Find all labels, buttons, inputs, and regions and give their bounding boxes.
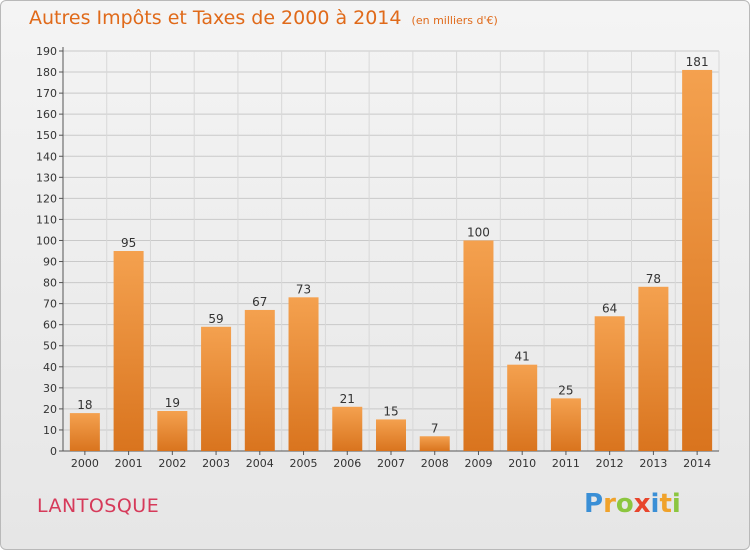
- y-tick-label: 160: [36, 108, 57, 121]
- data-label-2000: 18: [77, 398, 92, 412]
- data-label-2005: 73: [296, 282, 311, 296]
- bar-2005[interactable]: [288, 297, 319, 451]
- y-tick-label: 70: [43, 298, 57, 311]
- logo-letter: o: [615, 489, 634, 519]
- y-tick-label: 10: [43, 424, 57, 437]
- y-tick-label: 180: [36, 66, 57, 79]
- y-tick-label: 130: [36, 171, 57, 184]
- bars: [69, 69, 713, 452]
- data-label-2012: 64: [602, 301, 617, 315]
- y-tick-label: 50: [43, 340, 57, 353]
- data-label-2001: 95: [121, 236, 136, 250]
- logo-letter: r: [603, 489, 616, 519]
- y-tick-label: 40: [43, 361, 57, 374]
- x-tick-label: 2011: [552, 457, 580, 470]
- bar-2013[interactable]: [638, 286, 669, 451]
- y-tick-label: 90: [43, 256, 57, 269]
- bar-2010[interactable]: [507, 364, 538, 451]
- x-tick-label: 2010: [508, 457, 536, 470]
- data-label-2009: 100: [467, 225, 490, 239]
- data-label-2003: 59: [208, 312, 223, 326]
- data-labels: 18 95 19 59 67 73 21 15 7 100 41 25 64 78 181: [77, 55, 708, 435]
- bar-2000[interactable]: [69, 413, 100, 451]
- y-tick-label: 110: [36, 213, 57, 226]
- x-tick-label: 2012: [596, 457, 624, 470]
- x-tick-label: 2000: [71, 457, 99, 470]
- y-tick-label: 80: [43, 277, 57, 290]
- logo-letter: i: [671, 489, 681, 519]
- data-label-2011: 25: [558, 383, 573, 397]
- data-label-2004: 67: [252, 295, 267, 309]
- bar-2007[interactable]: [376, 419, 406, 451]
- chart-title: Autres Impôts et Taxes de 2000 à 2014 (e…: [29, 7, 498, 29]
- axes: 0 10 20 30 40 50 60 70 80 90 100 110 120 130 140 150 160…: [36, 45, 719, 470]
- bar-2012[interactable]: [594, 316, 625, 451]
- y-tick-label: 100: [36, 234, 57, 247]
- x-tick-label: 2013: [639, 457, 667, 470]
- x-tick-label: 2005: [290, 457, 318, 470]
- bar-2014[interactable]: [682, 69, 713, 452]
- y-tick-label: 190: [36, 45, 57, 58]
- data-label-2010: 41: [515, 350, 530, 364]
- x-tick-label: 2014: [683, 457, 711, 470]
- data-label-2013: 78: [646, 272, 661, 286]
- y-tick-label: 60: [43, 319, 57, 332]
- y-tick-label: 140: [36, 150, 57, 163]
- y-tick-label: 150: [36, 129, 57, 142]
- x-tick-label: 2006: [333, 457, 361, 470]
- x-tick-label: 2002: [158, 457, 186, 470]
- chart-subtitle: (en milliers d'€): [411, 14, 498, 27]
- x-tick-label: 2001: [115, 457, 143, 470]
- y-tick-label: 0: [50, 445, 57, 458]
- logo-letter: P: [584, 489, 604, 519]
- logo-letter: x: [633, 489, 651, 519]
- proxiti-logo[interactable]: Proxiti: [584, 489, 681, 519]
- bar-2008[interactable]: [419, 436, 450, 451]
- x-tick-label: 2008: [421, 457, 449, 470]
- bar-2009[interactable]: [463, 240, 494, 451]
- place-name: LANTOSQUE: [37, 495, 160, 517]
- data-label-2006: 21: [340, 392, 355, 406]
- bar-2002[interactable]: [157, 411, 188, 451]
- y-tick-label: 30: [43, 382, 57, 395]
- bar-2011[interactable]: [550, 398, 581, 451]
- bar-2006[interactable]: [332, 406, 363, 451]
- x-tick-label: 2004: [246, 457, 274, 470]
- bar-2003[interactable]: [201, 326, 232, 451]
- bar-2001[interactable]: [113, 251, 144, 451]
- bar-2004[interactable]: [244, 309, 275, 451]
- data-label-2002: 19: [165, 396, 180, 410]
- x-tick-label: 2009: [464, 457, 492, 470]
- y-tick-label: 120: [36, 192, 57, 205]
- x-tick-label: 2007: [377, 457, 405, 470]
- data-label-2014: 181: [686, 55, 709, 69]
- data-label-2008: 7: [431, 421, 439, 435]
- y-tick-label: 20: [43, 403, 57, 416]
- logo-letter: i: [650, 489, 660, 519]
- chart-title-text: Autres Impôts et Taxes de 2000 à 2014: [29, 7, 402, 29]
- x-tick-label: 2003: [202, 457, 230, 470]
- y-tick-label: 170: [36, 87, 57, 100]
- logo-letter: t: [659, 489, 672, 519]
- data-label-2007: 15: [383, 404, 398, 418]
